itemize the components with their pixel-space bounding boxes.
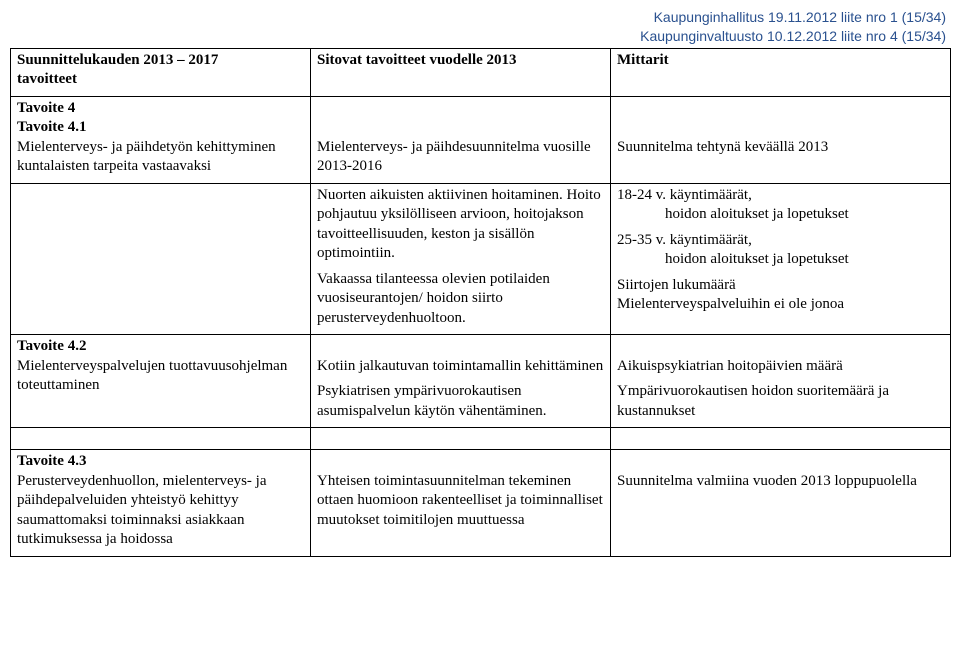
row-4-3-col2: Yhteisen toimintasuunnitelman tekeminen … bbox=[311, 450, 611, 557]
row-4-3-col1: Tavoite 4.3 Perusterveydenhuollon, miele… bbox=[11, 450, 311, 557]
row-4-3-col2-text: Yhteisen toimintasuunnitelman tekeminen … bbox=[317, 473, 603, 528]
row-4-2-col3-p2: Ympärivuorokautisen hoidon suoritemäärä … bbox=[617, 382, 944, 421]
row-4-2: Tavoite 4.2 Mielenterveyspalvelujen tuot… bbox=[11, 335, 951, 428]
row-4-1-col3: Suunnitelma tehtynä keväällä 2013 bbox=[611, 96, 951, 183]
tavoite-4-1: Tavoite 4.1 bbox=[17, 119, 86, 135]
detail-c3-l2b: hoidon aloitukset ja lopetukset bbox=[617, 250, 944, 270]
row-4-2-col3-p1: Aikuispsykiatrian hoitopäivien määrä bbox=[617, 358, 843, 374]
tavoite-4-3: Tavoite 4.3 bbox=[17, 453, 86, 469]
row-4-1-detail-col2: Nuorten aikuisten aktiivinen hoitaminen.… bbox=[311, 183, 611, 335]
spacer-row bbox=[11, 428, 951, 450]
row-4-3-col3-text: Suunnitelma valmiina vuoden 2013 loppupu… bbox=[617, 473, 917, 489]
tavoite-4-2: Tavoite 4.2 bbox=[17, 338, 86, 354]
row-4-2-col3: Aikuispsykiatrian hoitopäivien määrä Ymp… bbox=[611, 335, 951, 428]
detail-c3-l1a: 18-24 v. käyntimäärät, bbox=[617, 186, 944, 206]
detail-c3-l1b: hoidon aloitukset ja lopetukset bbox=[617, 205, 944, 225]
row-4-1-detail: Nuorten aikuisten aktiivinen hoitaminen.… bbox=[11, 183, 951, 335]
row-4-1-col2: Mielenterveys- ja päihdesuunnitelma vuos… bbox=[311, 96, 611, 183]
row-4-2-col2: Kotiin jalkautuvan toimintamallin kehitt… bbox=[311, 335, 611, 428]
meta-line-2: Kaupunginvaltuusto 10.12.2012 liite nro … bbox=[10, 27, 946, 46]
header-col2: Sitovat tavoitteet vuodelle 2013 bbox=[311, 48, 611, 96]
row-4-2-col2-p1: Kotiin jalkautuvan toimintamallin kehitt… bbox=[317, 358, 603, 374]
detail-c3-l3: Siirtojen lukumäärä bbox=[617, 276, 944, 296]
meta-line-1: Kaupunginhallitus 19.11.2012 liite nro 1… bbox=[10, 8, 946, 27]
spacer-3 bbox=[611, 428, 951, 450]
row-4-1-col2-text: Mielenterveys- ja päihdesuunnitelma vuos… bbox=[317, 139, 591, 175]
row-4-2-col2-p2: Psykiatrisen ympärivuorokautisen asumisp… bbox=[317, 382, 604, 421]
spacer-1 bbox=[11, 428, 311, 450]
header-meta: Kaupunginhallitus 19.11.2012 liite nro 1… bbox=[10, 8, 950, 46]
header-col1: Suunnittelukauden 2013 – 2017 tavoitteet bbox=[11, 48, 311, 96]
tavoite-4: Tavoite 4 bbox=[17, 100, 75, 116]
detail-c3-l2a: 25-35 v. käyntimäärät, bbox=[617, 231, 944, 251]
row-4-1-detail-col3: 18-24 v. käyntimäärät, hoidon aloitukset… bbox=[611, 183, 951, 335]
row-4-1-detail-col1 bbox=[11, 183, 311, 335]
detail-c3-l4: Mielenterveyspalveluihin ei ole jonoa bbox=[617, 295, 944, 315]
row-4-2-col1: Tavoite 4.2 Mielenterveyspalvelujen tuot… bbox=[11, 335, 311, 428]
tavoite-4-1-body: Mielenterveys- ja päihdetyön kehittymine… bbox=[17, 139, 276, 175]
row-4-1: Tavoite 4 Tavoite 4.1 Mielenterveys- ja … bbox=[11, 96, 951, 183]
header-col1-line1: Suunnittelukauden 2013 – 2017 bbox=[17, 52, 218, 68]
header-col1-line2: tavoitteet bbox=[17, 71, 77, 87]
tavoite-4-3-body: Perusterveydenhuollon, mielenterveys- ja… bbox=[17, 473, 267, 548]
row-4-3-col3: Suunnitelma valmiina vuoden 2013 loppupu… bbox=[611, 450, 951, 557]
row-4-1-col1: Tavoite 4 Tavoite 4.1 Mielenterveys- ja … bbox=[11, 96, 311, 183]
tavoite-4-2-body: Mielenterveyspalvelujen tuottavuusohjelm… bbox=[17, 358, 287, 394]
spacer-2 bbox=[311, 428, 611, 450]
detail-c2-p2: Vakaassa tilanteessa olevien potilaiden … bbox=[317, 270, 604, 329]
goals-table: Suunnittelukauden 2013 – 2017 tavoitteet… bbox=[10, 48, 951, 557]
row-4-3: Tavoite 4.3 Perusterveydenhuollon, miele… bbox=[11, 450, 951, 557]
header-col3: Mittarit bbox=[611, 48, 951, 96]
row-4-1-col3-text: Suunnitelma tehtynä keväällä 2013 bbox=[617, 139, 828, 155]
table-header-row: Suunnittelukauden 2013 – 2017 tavoitteet… bbox=[11, 48, 951, 96]
detail-c2-p1: Nuorten aikuisten aktiivinen hoitaminen.… bbox=[317, 187, 601, 262]
